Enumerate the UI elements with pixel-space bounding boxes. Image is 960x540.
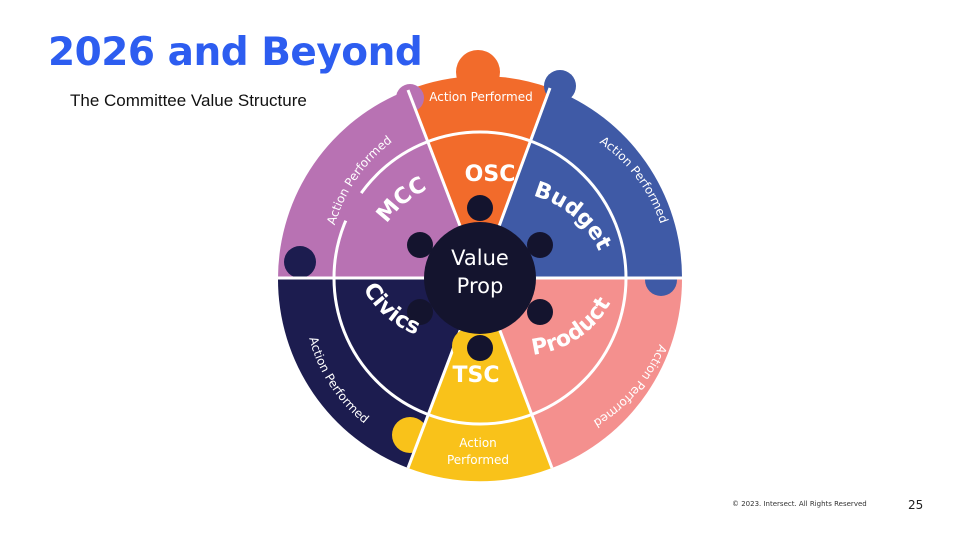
knob-mcc-inner <box>336 190 368 222</box>
ring-spokes <box>278 87 682 469</box>
center-label-line2: Prop <box>457 274 504 298</box>
slide-title: 2026 and Beyond <box>48 30 423 75</box>
segment-budget-outer <box>480 88 683 278</box>
segment-tsc-outer <box>408 278 552 482</box>
action-label-tsc-line2: Performed <box>447 453 509 467</box>
action-label-tsc-line1: Action <box>459 436 497 450</box>
knob-osc-top <box>456 50 500 94</box>
knob-product-bottom <box>584 394 616 426</box>
gear-tooth <box>527 299 553 325</box>
gear-tooth <box>467 195 493 221</box>
knob-budget-top <box>544 70 576 102</box>
knob-product-inner <box>551 285 581 315</box>
knob-tsc-bottom <box>392 417 428 453</box>
gear-tooth <box>527 232 553 258</box>
center-label-line1: Value <box>451 246 509 270</box>
gear-tooth <box>407 232 433 258</box>
knob-civics-left <box>284 246 316 278</box>
slide-subtitle: The Committee Value Structure <box>70 91 307 110</box>
segment-osc-outer <box>408 76 550 278</box>
segment-mcc-outer <box>278 90 480 278</box>
segment-civics-outer <box>277 278 480 468</box>
label-tsc: TSC <box>453 363 500 388</box>
center-gear <box>424 222 536 334</box>
footer-copyright: © 2023. Intersect. All Rights Reserved <box>732 500 867 508</box>
gear-tooth <box>407 299 433 325</box>
knob-budget-right <box>645 264 677 296</box>
page-number: 25 <box>908 498 924 512</box>
value-prop-center: Value Prop <box>407 195 553 361</box>
segment-product-outer <box>480 278 683 468</box>
action-label-osc: Action Performed <box>429 90 533 104</box>
gear-tooth <box>467 335 493 361</box>
label-osc: OSC <box>465 162 516 187</box>
